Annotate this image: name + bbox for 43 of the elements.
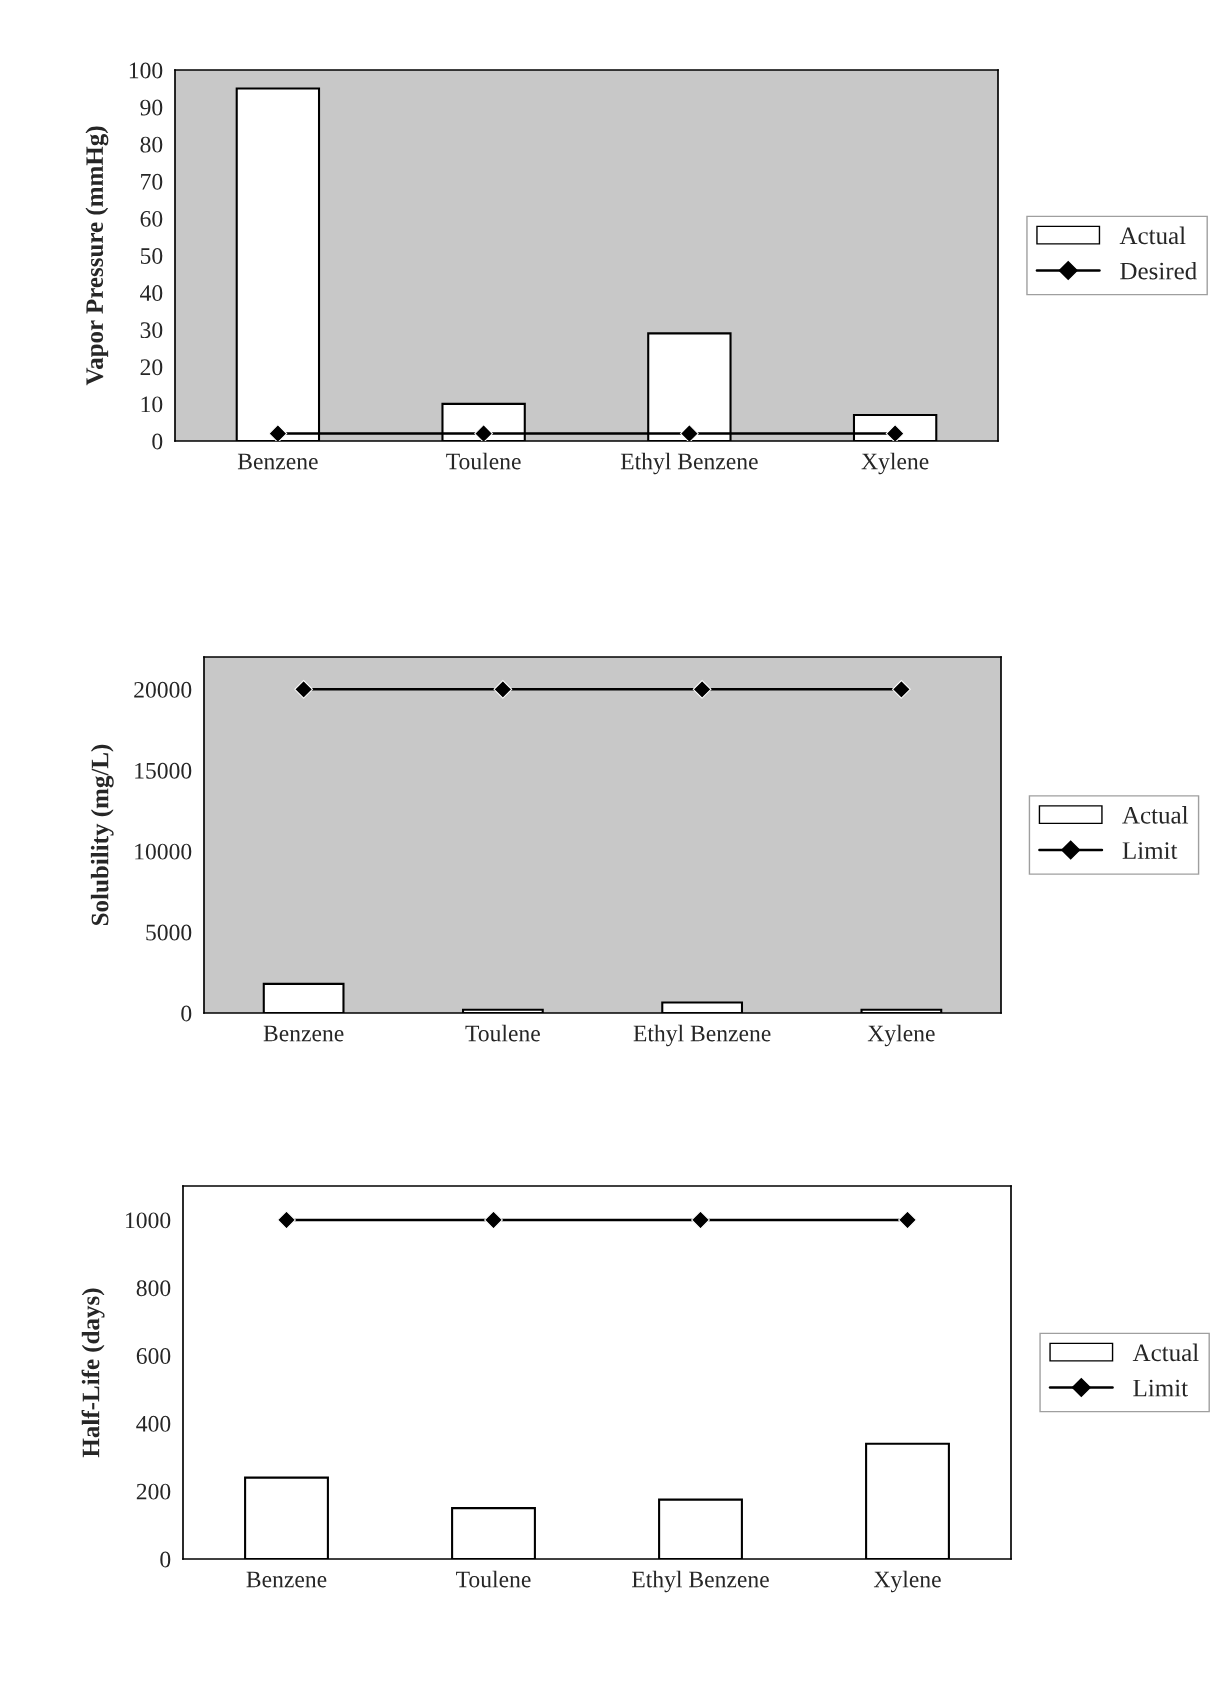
y-tick-label: 5000 [146,924,192,941]
x-tick-label: Benzene [263,1025,344,1042]
y-axis-title: Half-Life (days) [81,1288,105,1458]
y-tick-label: 1000 [126,1212,171,1229]
x-tick-label: Xylene [867,1024,935,1047]
y-tick-label: 100 [129,62,163,79]
y-tick-label: 0 [160,1551,171,1568]
y-axis-title: Vapor Pressure (mmHg) [85,126,109,386]
y-tick-label: 10 [141,396,163,413]
x-tick-label: Benzene [246,1571,327,1588]
x-tick-label: Ethyl Benzene [633,1024,771,1047]
x-tick-label: Toulene [446,452,521,470]
legend-label: Actual [1119,226,1186,245]
y-tick-label: 50 [140,247,163,264]
y-tick-label: 10000 [135,843,192,860]
legend-label: Actual [1122,806,1189,824]
legend-label: Actual [1132,1343,1199,1362]
x-tick-label: Toulene [456,1570,531,1588]
y-tick-label: 200 [136,1483,171,1500]
x-tick-label: Ethyl Benzene [632,1570,769,1593]
y-tick-label: 600 [136,1348,171,1364]
x-tick-label: Ethyl Benzene [620,452,758,475]
y-tick-label: 30 [140,322,163,339]
y-tick-label: 60 [140,210,163,227]
legend-label: Limit [1133,1379,1188,1397]
legend-label: Desired [1120,261,1197,280]
x-tick-label: Toulene [465,1024,540,1042]
y-tick-label: 15000 [135,762,192,779]
legend-label: Limit [1122,842,1178,859]
x-tick-label: Benzene [237,453,318,470]
x-tick-label: Xylene [873,1570,941,1593]
y-tick-label: 0 [152,433,163,450]
y-tick-label: 800 [136,1280,171,1297]
x-tick-label: Xylene [861,452,929,475]
y-axis-title: Solubility (mg/L) [90,744,114,925]
y-tick-label: 70 [141,173,163,190]
y-tick-label: 80 [140,136,163,153]
y-tick-label: 90 [140,99,163,116]
y-tick-label: 20 [140,359,163,376]
y-tick-label: 20000 [134,681,192,698]
y-tick-label: 0 [181,1005,192,1022]
y-tick-label: 40 [140,285,163,302]
y-tick-label: 400 [136,1415,171,1432]
